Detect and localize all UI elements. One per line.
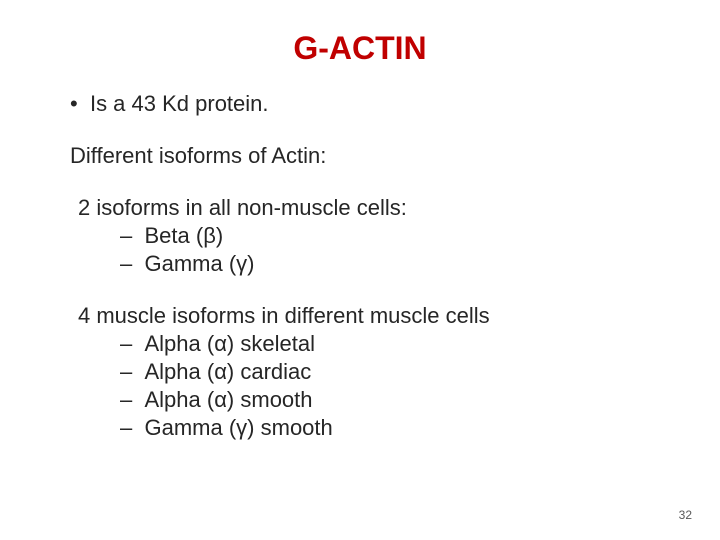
dash-glyph: – bbox=[120, 331, 132, 356]
list-item: – Alpha (α) cardiac bbox=[120, 359, 650, 385]
group-nonmuscle: 2 isoforms in all non-muscle cells: – Be… bbox=[70, 195, 650, 277]
list-item-label: Alpha (α) skeletal bbox=[145, 331, 315, 356]
list-item-label: Gamma (γ) smooth bbox=[145, 415, 333, 440]
list-item: – Gamma (γ) bbox=[120, 251, 650, 277]
dash-glyph: – bbox=[120, 359, 132, 384]
list-item: – Alpha (α) skeletal bbox=[120, 331, 650, 357]
list-item: – Beta (β) bbox=[120, 223, 650, 249]
slide-container: G-ACTIN • Is a 43 Kd protein. Different … bbox=[0, 0, 720, 540]
page-number: 32 bbox=[679, 508, 692, 522]
bullet-text-1: Is a 43 Kd protein. bbox=[90, 91, 269, 116]
dash-glyph: – bbox=[120, 415, 132, 440]
group2-head: 4 muscle isoforms in different muscle ce… bbox=[70, 303, 650, 329]
list-item: – Gamma (γ) smooth bbox=[120, 415, 650, 441]
group1-head: 2 isoforms in all non-muscle cells: bbox=[70, 195, 650, 221]
section-head: Different isoforms of Actin: bbox=[70, 143, 650, 169]
list-item: – Alpha (α) smooth bbox=[120, 387, 650, 413]
slide-title: G-ACTIN bbox=[70, 30, 650, 67]
bullet-glyph: • bbox=[70, 91, 78, 116]
list-item-label: Gamma (γ) bbox=[145, 251, 255, 276]
dash-glyph: – bbox=[120, 251, 132, 276]
dash-glyph: – bbox=[120, 387, 132, 412]
list-item-label: Beta (β) bbox=[145, 223, 224, 248]
bullet-line-1: • Is a 43 Kd protein. bbox=[70, 91, 650, 117]
list-item-label: Alpha (α) cardiac bbox=[145, 359, 312, 384]
group2-list: – Alpha (α) skeletal – Alpha (α) cardiac… bbox=[70, 331, 650, 441]
list-item-label: Alpha (α) smooth bbox=[145, 387, 313, 412]
dash-glyph: – bbox=[120, 223, 132, 248]
group-muscle: 4 muscle isoforms in different muscle ce… bbox=[70, 303, 650, 441]
group1-list: – Beta (β) – Gamma (γ) bbox=[70, 223, 650, 277]
